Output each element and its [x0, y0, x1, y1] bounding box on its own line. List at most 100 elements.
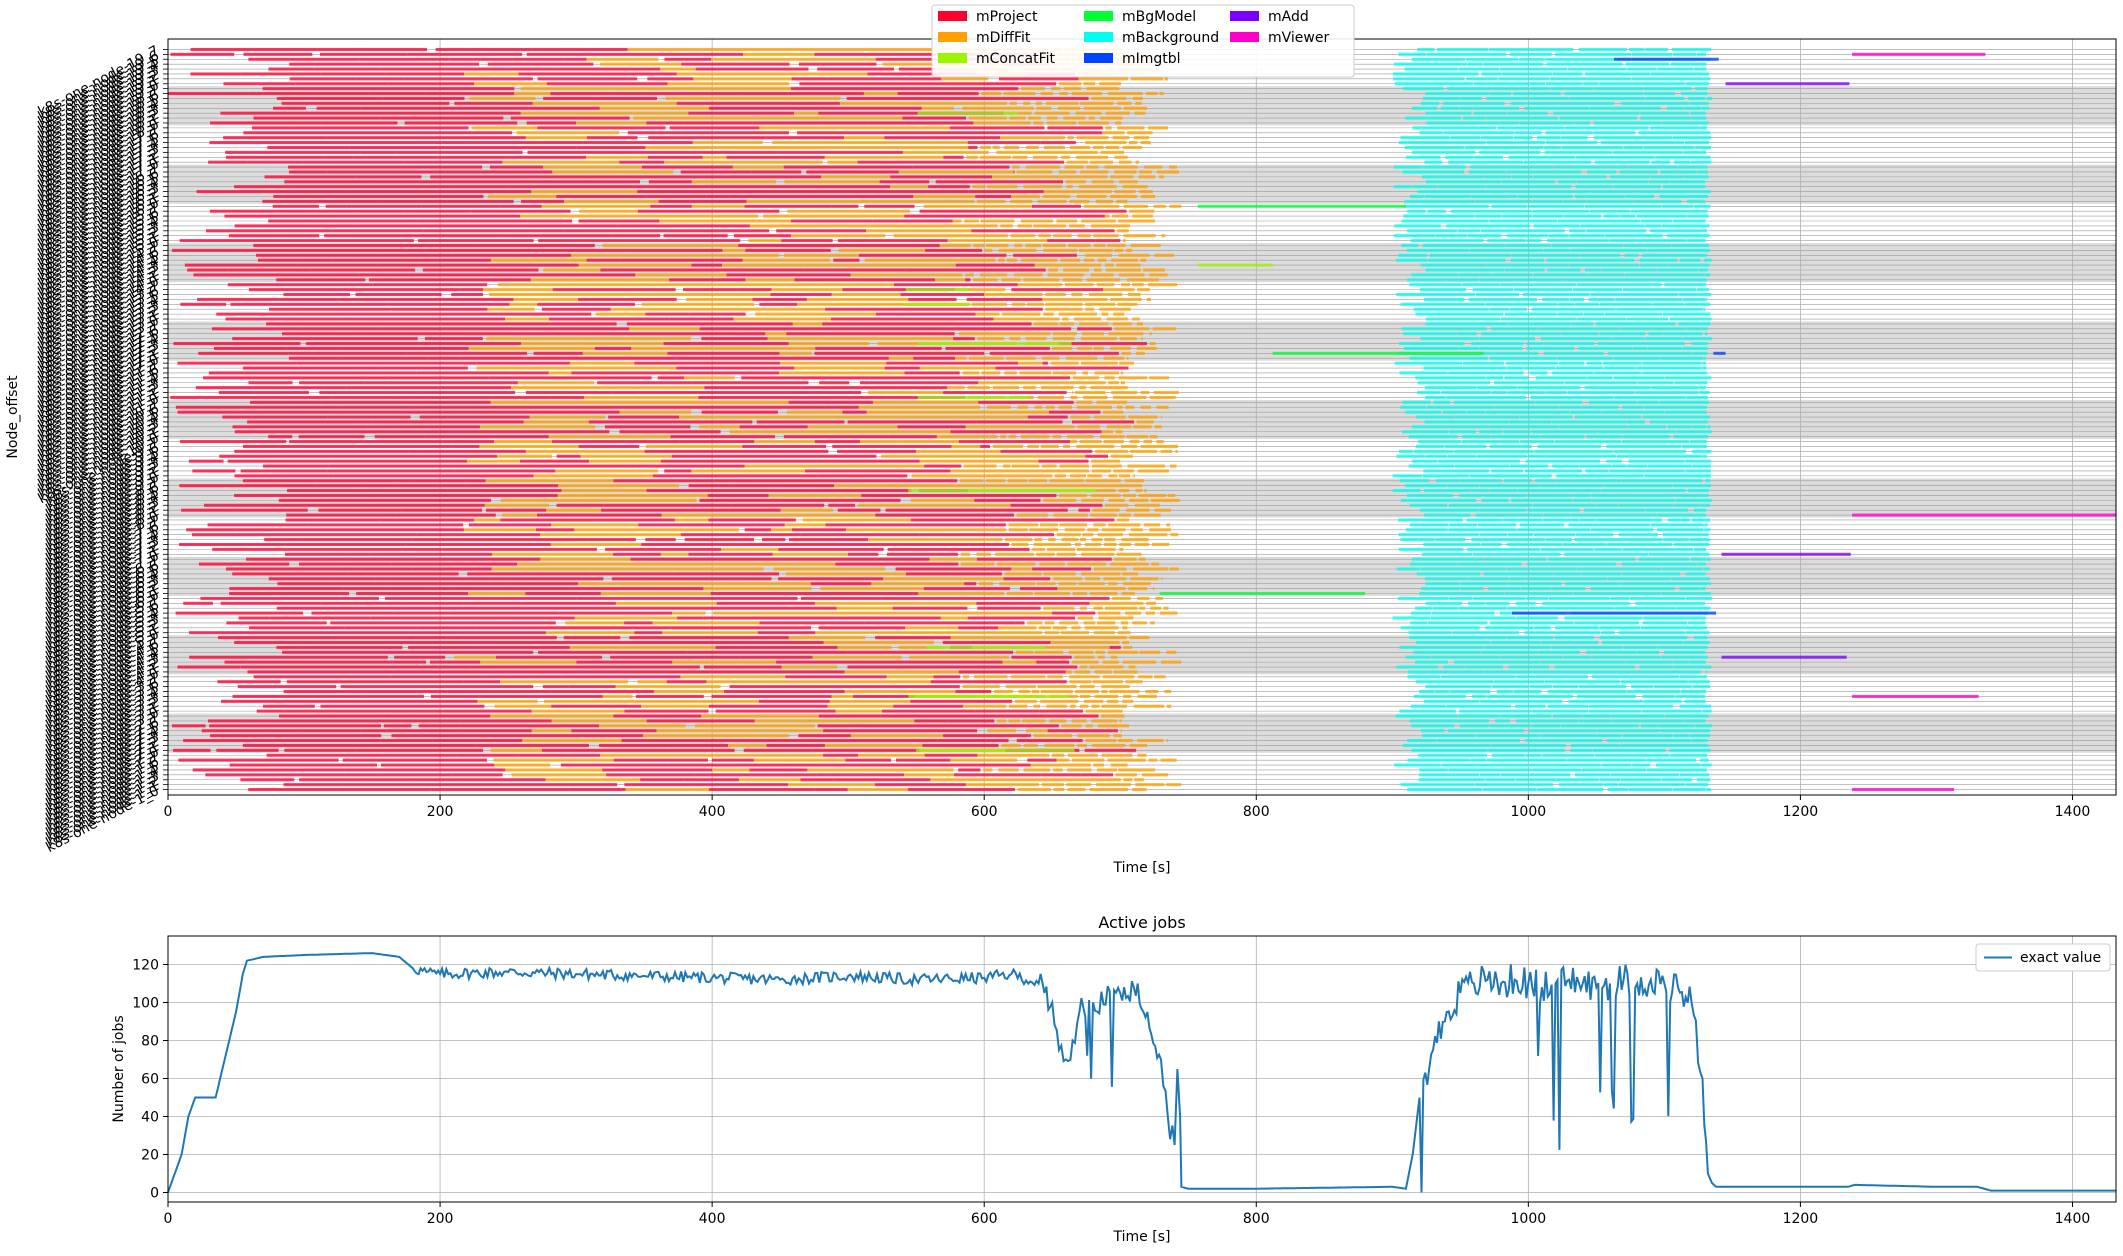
bar-mProject	[421, 204, 500, 208]
bar-mProject	[798, 62, 821, 66]
x-tick-label: 800	[1243, 804, 1270, 820]
bar-mProject	[459, 288, 484, 292]
bar-mDiffFit	[1079, 386, 1087, 390]
bar-mDiffFit	[510, 425, 596, 429]
bar-mDiffFit	[1044, 631, 1060, 635]
bar-mDiffFit	[545, 778, 641, 782]
bar-mProject	[818, 626, 841, 630]
bar-mBackground	[1705, 273, 1711, 277]
bar-mDiffFit	[1048, 268, 1058, 272]
bar-mProject	[1013, 170, 1015, 174]
bar-mDiffFit	[1069, 145, 1090, 149]
bar-mProject	[266, 562, 290, 566]
bar-mProject	[1059, 180, 1064, 184]
bar-mDiffFit	[1021, 258, 1058, 262]
bar-mBackground	[1396, 567, 1421, 571]
bar-mDiffFit	[487, 307, 535, 311]
bar-mBackground	[1486, 694, 1574, 698]
bar-mProject	[424, 435, 549, 439]
bar-mBackground	[1406, 155, 1441, 159]
bar-mDiffFit	[1112, 596, 1131, 600]
bar-mProject	[532, 47, 628, 51]
bar-mProject	[571, 729, 657, 733]
bar-mBackground	[1410, 194, 1425, 199]
bar-mProject	[845, 758, 892, 762]
bar-mBackground	[1490, 621, 1574, 625]
bar-mProject	[551, 464, 637, 468]
bar-mBackground	[1488, 587, 1521, 591]
bar-mProject	[650, 204, 692, 208]
bar-mDiffFit	[784, 253, 859, 257]
bar-mProject	[360, 150, 397, 154]
bar-mDiffFit	[1009, 116, 1026, 120]
bar-mBackground	[1504, 591, 1573, 596]
bar-mProject	[704, 386, 802, 390]
bar-mDiffFit	[1041, 783, 1064, 787]
bar-mDiffFit	[1115, 773, 1138, 777]
bar-mDiffFit	[1088, 116, 1096, 120]
bar-mProject	[819, 381, 850, 385]
bar-mDiffFit	[898, 170, 1014, 174]
bar-mBackground	[1601, 489, 1686, 493]
legend-label-mConcatFit: mConcatFit	[976, 51, 1056, 67]
bar-mBackground	[1590, 587, 1675, 591]
bar-mBackground	[1532, 214, 1564, 218]
bar-mProject	[814, 440, 861, 444]
bar-mProject	[740, 640, 824, 645]
bar-mBackground	[1536, 136, 1561, 140]
bar-mDiffFit	[1119, 337, 1137, 341]
bar-mProject	[867, 72, 976, 76]
bar-mDiffFit	[645, 145, 763, 149]
bar-mBackground	[1688, 96, 1706, 100]
bar-mBackground	[1506, 170, 1582, 174]
bar-mBackground	[1578, 346, 1633, 350]
bar-mBackground	[1636, 214, 1687, 218]
bar-mProject	[620, 258, 743, 262]
bar-mDiffFit	[1054, 474, 1067, 478]
bar-mDiffFit	[939, 538, 965, 542]
bar-mBackground	[1632, 52, 1673, 56]
bar-mProject	[203, 376, 253, 380]
bar-mBackground	[1428, 621, 1488, 625]
bar-mProject	[418, 724, 487, 728]
bar-mProject	[831, 204, 859, 208]
bar-mProject	[554, 67, 661, 71]
bar-mBackground	[1459, 724, 1489, 728]
bar-mDiffFit	[1134, 111, 1146, 115]
bar-mDiffFit	[523, 420, 589, 424]
bar-mBackground	[1561, 136, 1588, 140]
bar-mProject	[414, 214, 521, 218]
bar-mBackground	[1643, 92, 1676, 96]
bar-mDiffFit	[520, 214, 632, 218]
bar-mDiffFit	[645, 444, 743, 448]
bar-mDiffFit	[871, 582, 965, 586]
bar-mDiffFit	[1110, 778, 1121, 782]
bar-mBackground	[1423, 542, 1481, 547]
bar-mBackground	[1527, 508, 1580, 512]
bar-mBackground	[1680, 258, 1701, 262]
bar-mBackground	[1552, 587, 1586, 591]
bar-mBackground	[1489, 489, 1518, 493]
bar-mProject	[463, 680, 500, 684]
bar-mBackground	[1393, 165, 1423, 169]
bar-mProject	[635, 694, 670, 698]
bar-mDiffFit	[1137, 596, 1150, 600]
bar-mProject	[288, 356, 339, 360]
bar-mDiffFit	[1104, 376, 1115, 380]
bar-mDiffFit	[629, 327, 700, 331]
bar-mDiffFit	[1128, 587, 1148, 591]
bar-mDiffFit	[1033, 542, 1071, 547]
bar-mProject	[504, 327, 559, 331]
bar-mProject	[842, 410, 867, 414]
bar-mBackground	[1642, 253, 1708, 257]
bar-mProject	[262, 464, 329, 468]
bar-mBackground	[1420, 337, 1480, 341]
bar-mProject	[1017, 533, 1055, 537]
bar-mDiffFit	[1140, 405, 1151, 409]
bar-mDiffFit	[1108, 582, 1118, 586]
bar-mProject	[285, 552, 370, 556]
legend-label-exact-value: exact value	[2020, 950, 2101, 966]
bar-mProject	[285, 665, 389, 669]
bar-mDiffFit	[522, 739, 622, 743]
bar-mDiffFit	[1076, 136, 1109, 140]
